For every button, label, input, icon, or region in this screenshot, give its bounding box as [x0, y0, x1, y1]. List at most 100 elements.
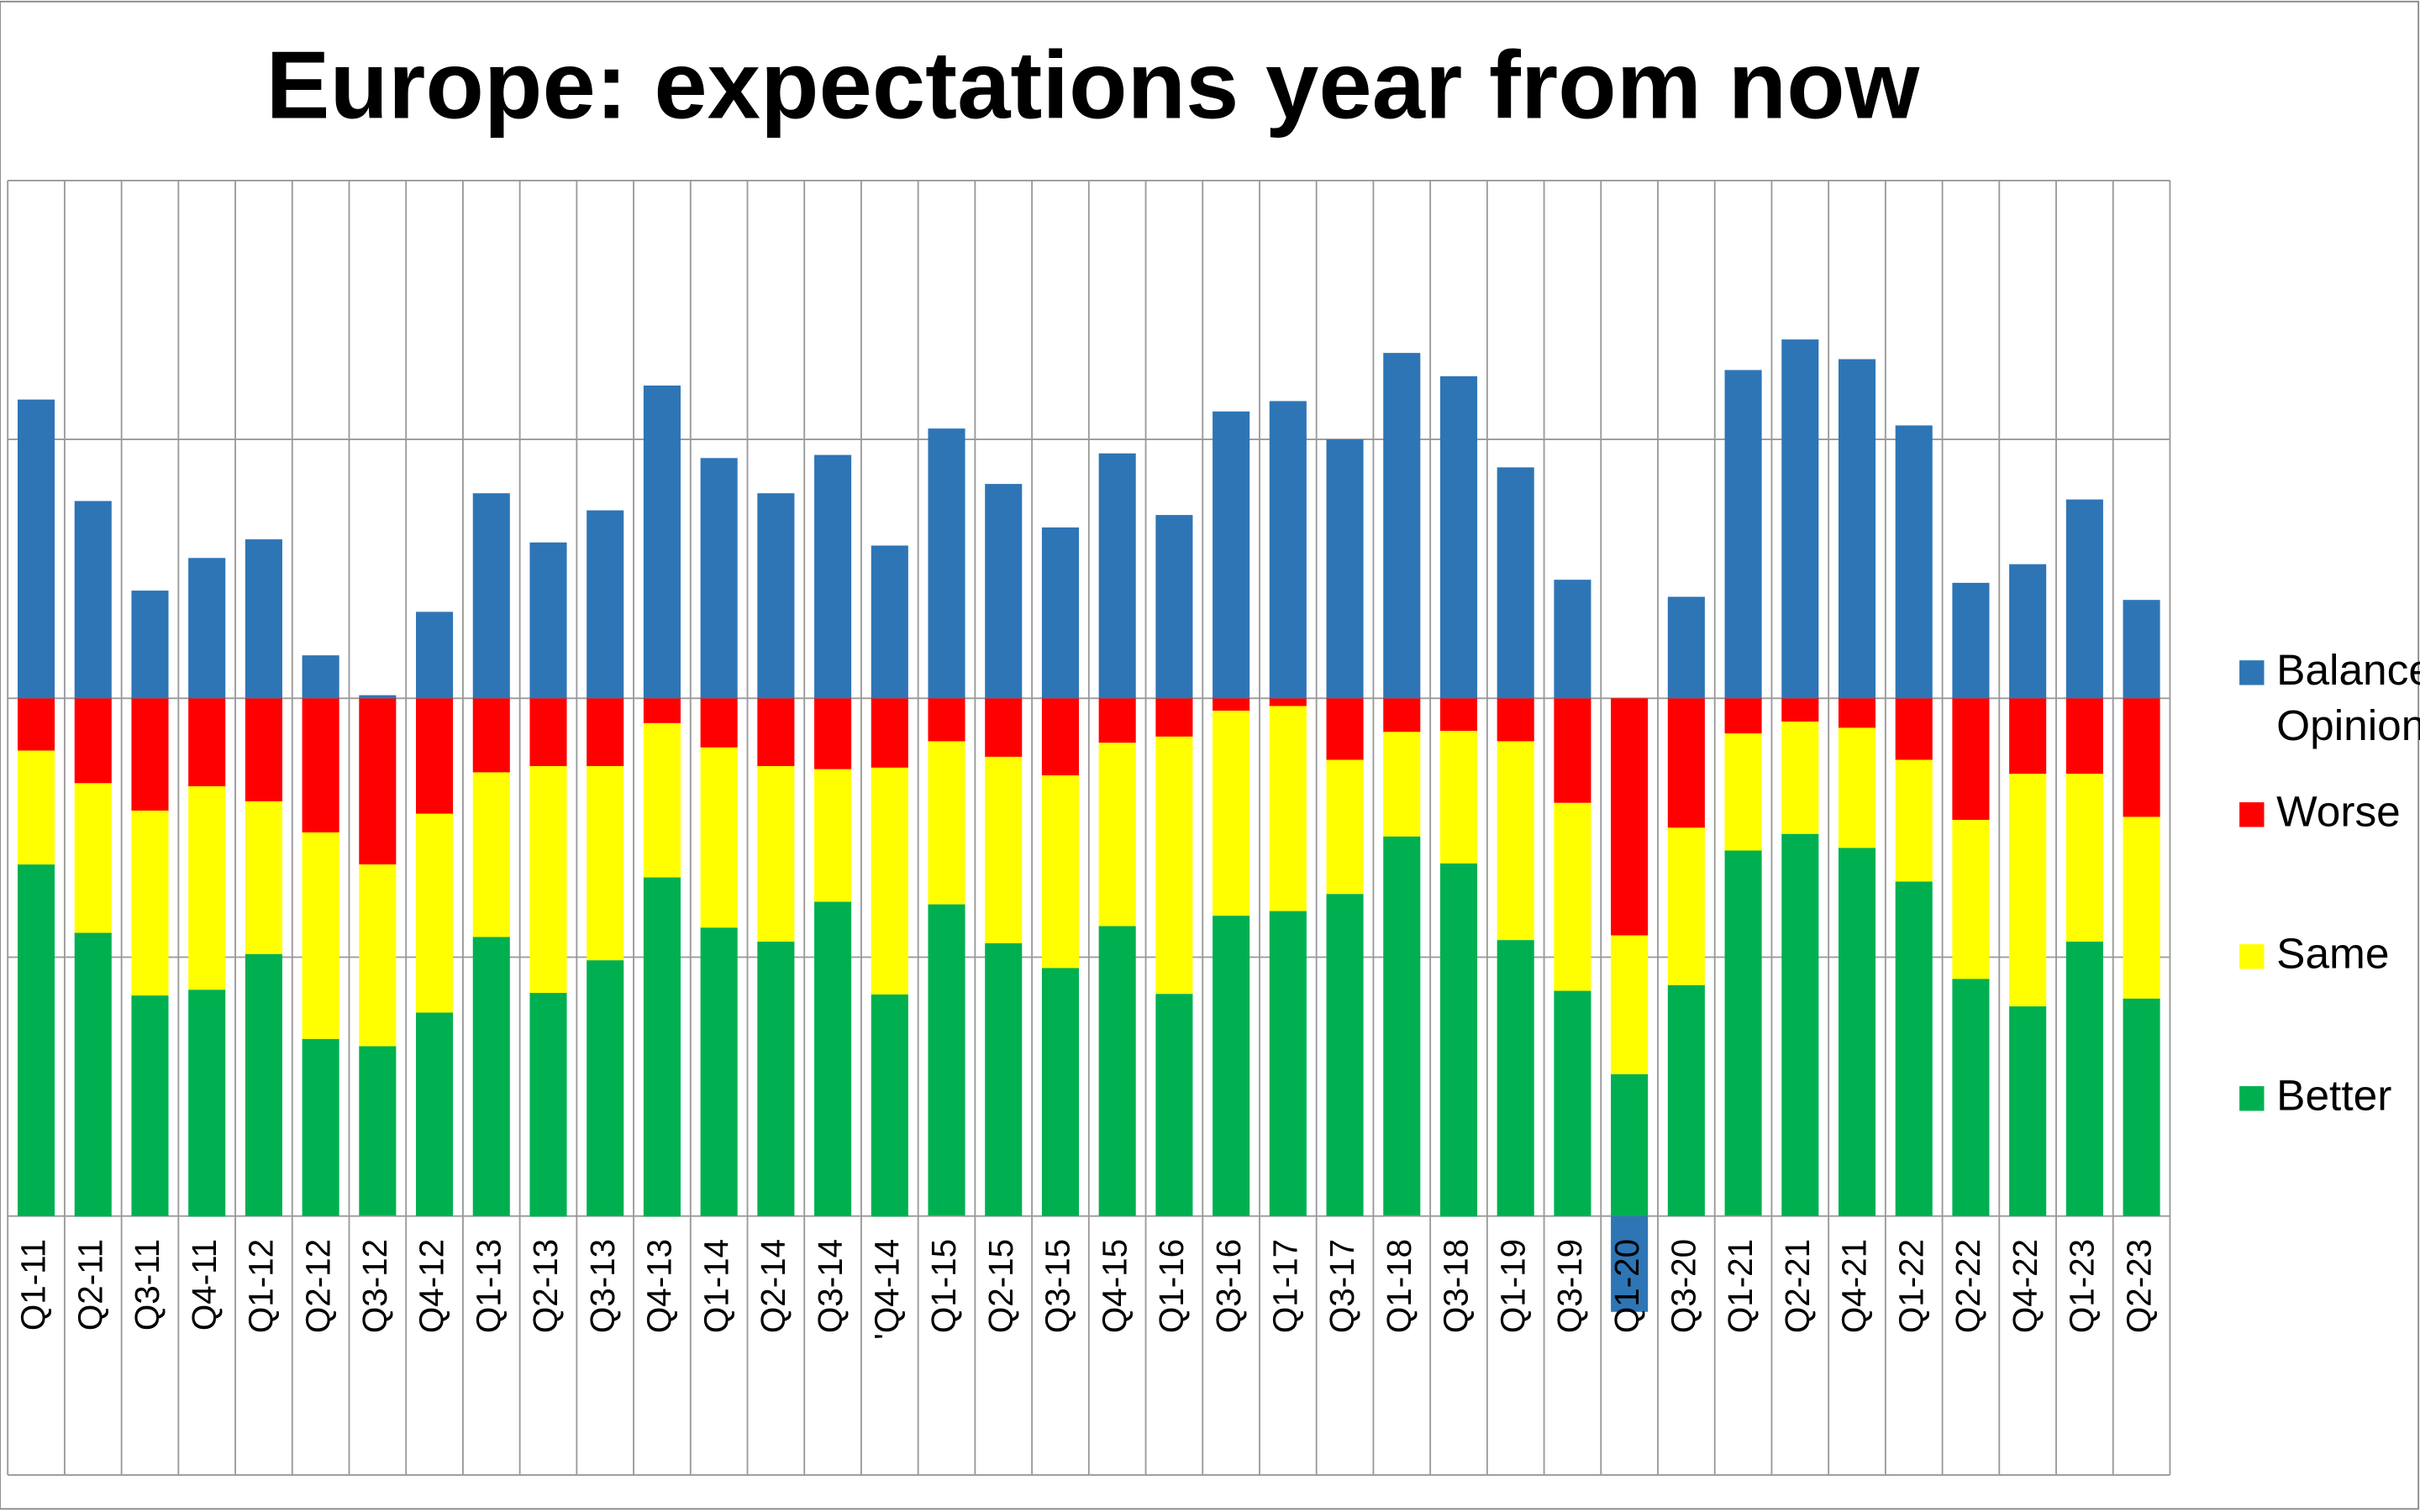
bar-segment	[1439, 731, 1478, 864]
x-tick-label: Q3-16	[1209, 1239, 1248, 1333]
bar-segment	[2123, 816, 2160, 999]
bar-segment	[1554, 698, 1591, 803]
bar-segment	[1838, 698, 1876, 728]
bar-segment	[1213, 711, 1250, 916]
x-tick-label: Q3-11	[128, 1239, 166, 1331]
bar-segment	[814, 901, 852, 1216]
bar-segment	[1554, 990, 1591, 1216]
bar-segment	[814, 454, 852, 699]
bar-segment	[1213, 411, 1250, 699]
bar-segment	[1269, 911, 1307, 1216]
bar-segment	[1952, 698, 1990, 821]
bar-segment	[1952, 820, 1990, 979]
bar-segment	[1895, 698, 1933, 760]
legend-label: Same	[2276, 928, 2389, 977]
bar-segment	[1724, 850, 1762, 1216]
bar-segment	[416, 813, 454, 1013]
bar-segment	[1724, 698, 1762, 734]
bar-segment	[1611, 698, 1649, 936]
bar-segment	[1439, 863, 1478, 1217]
bar-segment	[1383, 732, 1421, 837]
legend-swatch	[2239, 802, 2265, 827]
bar-segment	[74, 932, 112, 1217]
bar-segment	[18, 399, 55, 699]
bar-segment	[1952, 979, 1990, 1216]
bar-segment	[529, 698, 567, 767]
bar-segment	[1497, 467, 1534, 699]
bar-segment	[985, 942, 1023, 1216]
bar-segment	[1326, 759, 1364, 895]
x-tick-label: Q1-23	[2063, 1239, 2102, 1333]
bar-segment	[700, 458, 738, 699]
bar-segment	[1439, 375, 1478, 699]
bar-segment	[1952, 582, 1990, 699]
bar-segment	[1611, 935, 1649, 1074]
x-tick-label: Q2-15	[981, 1239, 1020, 1333]
bar-segment	[2009, 698, 2047, 774]
bar-segment	[131, 698, 169, 811]
bar-segment	[1439, 698, 1478, 732]
bar-segment	[1155, 736, 1193, 995]
bar-segment	[529, 542, 567, 699]
bar-segment	[1041, 527, 1079, 699]
bar-segment	[757, 942, 795, 1216]
x-tick-label: Q2-14	[754, 1239, 792, 1333]
bar-segment	[188, 990, 226, 1217]
bar-segment	[1155, 698, 1193, 737]
bar-segment	[472, 772, 510, 937]
bar-segment	[131, 995, 169, 1216]
bar-segment	[928, 904, 965, 1216]
bar-segment	[757, 766, 795, 942]
bar-segment	[1213, 916, 1250, 1216]
bar-segment	[245, 539, 282, 699]
bar-segment	[1098, 926, 1136, 1216]
chart-title: Europe: expectations year from now	[266, 32, 1920, 139]
bar-segment	[74, 783, 112, 933]
x-tick-label: Q1-20	[1607, 1239, 1646, 1333]
bar-segment	[985, 484, 1023, 699]
bar-segment	[2123, 998, 2160, 1216]
x-tick-label: Q4-22	[2006, 1239, 2044, 1333]
bar-segment	[1213, 698, 1250, 711]
bar-segment	[587, 510, 624, 699]
bar-segment	[643, 877, 681, 1217]
bar-segment	[1781, 833, 1819, 1216]
x-tick-label: Q2-11	[71, 1239, 109, 1331]
bar-segment	[302, 832, 339, 1039]
x-tick-label: Q3-17	[1323, 1239, 1361, 1333]
bar-segment	[928, 698, 965, 742]
bar-segment	[416, 698, 454, 814]
bar-segment	[188, 786, 226, 990]
x-tick-label: Q3-12	[355, 1239, 394, 1333]
bar-segment	[1326, 698, 1364, 760]
x-tick-label: Q1-13	[469, 1239, 508, 1333]
bar-segment	[1041, 968, 1079, 1216]
x-tick-label: Q1-15	[924, 1239, 963, 1333]
bar-segment	[1383, 353, 1421, 699]
bar-segment	[928, 428, 965, 699]
bar-segment	[1895, 759, 1933, 882]
x-tick-label: Q1-16	[1152, 1239, 1191, 1333]
bar-segment	[2065, 774, 2103, 942]
bar-segment	[188, 698, 226, 787]
x-tick-label: Q4-15	[1095, 1239, 1134, 1333]
bar-segment	[2065, 698, 2103, 774]
bar-segment	[1269, 698, 1307, 706]
bar-segment	[302, 655, 339, 699]
bar-segment	[587, 698, 624, 767]
x-tick-label: Q1-22	[1891, 1239, 1930, 1333]
bar-segment	[928, 741, 965, 905]
x-tick-label: Q3-18	[1437, 1239, 1476, 1333]
bar-segment	[188, 558, 226, 699]
bar-segment	[416, 1012, 454, 1216]
bar-segment	[700, 927, 738, 1216]
bar-segment	[1667, 698, 1705, 828]
legend-swatch	[2239, 1086, 2265, 1111]
x-tick-label: Q1-12	[242, 1239, 281, 1333]
bar-segment	[18, 698, 55, 751]
bar-segment	[643, 722, 681, 878]
x-tick-label: Q2-13	[526, 1239, 565, 1333]
bar-segment	[1895, 881, 1933, 1216]
bar-segment	[1497, 741, 1534, 941]
